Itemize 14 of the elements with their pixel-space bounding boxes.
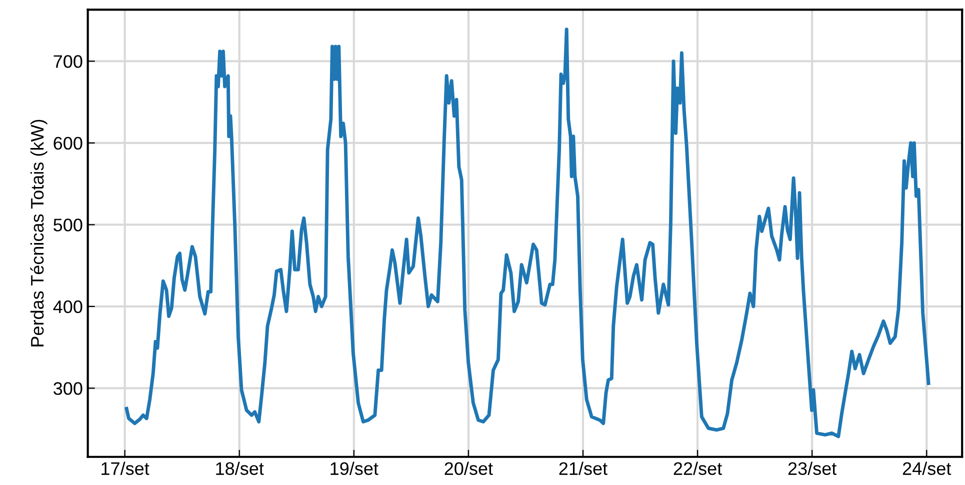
x-tick-label: 24/set bbox=[902, 462, 952, 475]
x-tick-label: 22/set bbox=[674, 462, 722, 475]
y-tick-label: 500 bbox=[54, 218, 82, 232]
x-tick-label: 21/set bbox=[559, 462, 608, 475]
x-tick-label: 20/set bbox=[444, 462, 493, 475]
x-tick-label: 19/set bbox=[330, 462, 378, 475]
y-tick-label: 600 bbox=[54, 136, 82, 150]
y-axis-title: Perdas Técnicas Totais (kW) bbox=[30, 120, 48, 346]
y-tick-label: 400 bbox=[53, 300, 82, 314]
y-tick-label: 300 bbox=[54, 382, 82, 395]
x-tick-label: 23/set bbox=[788, 462, 837, 475]
x-tick-label: 18/set bbox=[216, 462, 264, 475]
x-tick-label: 17/set bbox=[102, 462, 150, 475]
y-tick-label: 700 bbox=[54, 55, 82, 68]
